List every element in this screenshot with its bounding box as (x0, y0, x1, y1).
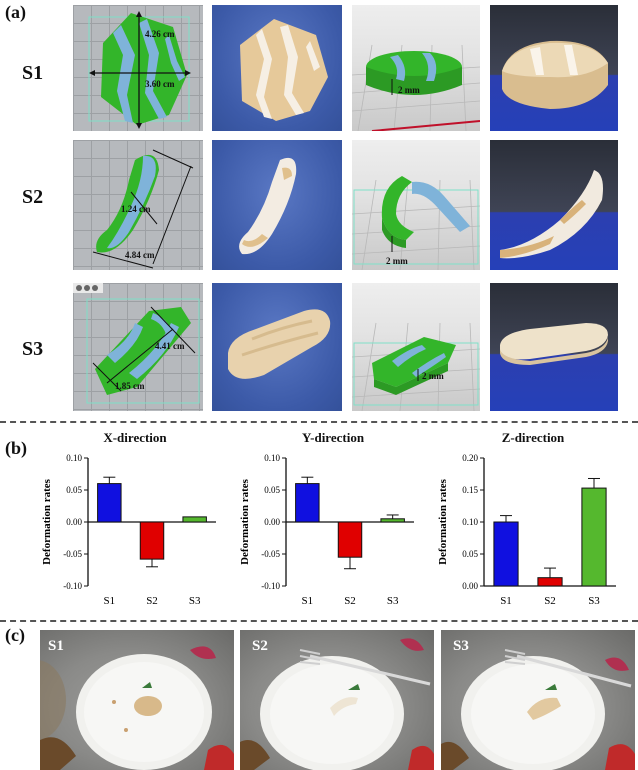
bar-s3 (182, 516, 207, 523)
chart-z-direction: Z-direction Deformation rates 0.20 0.15 0.1… (436, 430, 630, 615)
bar-s2 (139, 521, 165, 560)
s1-printed-top-photo (212, 5, 342, 131)
bar-s2 (537, 577, 563, 587)
s3-model-side-view: 2 mm (352, 283, 480, 411)
s1-printed-side-photo (490, 5, 618, 131)
photo-label-s1: S1 (48, 638, 64, 654)
s1-height-label: 4.26 cm (145, 29, 175, 39)
y-tick-label: 0.10 (264, 453, 280, 463)
y-tick-label: -0.05 (63, 549, 82, 559)
divider-a-b (0, 421, 638, 423)
s3-length-label: 4.41 cm (155, 341, 185, 351)
s1-width-label: 3.60 cm (145, 79, 175, 89)
s2-model-top-view: 1.24 cm 4.84 cm (73, 140, 203, 270)
y-tick-label: 0.00 (66, 517, 82, 527)
y-tick-label: 0.05 (462, 549, 478, 559)
x-tick-label: S3 (189, 595, 201, 607)
chart-y-direction: Y-direction Deformation rates 0.10 0.05 0.0… (238, 430, 428, 615)
panel-b-label: (b) (5, 438, 27, 458)
bar-s1 (493, 521, 519, 587)
y-tick-label: -0.05 (261, 549, 280, 559)
s2-model-side-view: 2 mm (352, 140, 480, 270)
s3-printed-side-photo (490, 283, 618, 411)
y-tick-label: 0.10 (462, 517, 478, 527)
y-tick-label: 0.05 (264, 485, 280, 495)
s2-thickness-label: 2 mm (386, 256, 408, 266)
x-tick-label: S1 (500, 595, 512, 607)
y-tick-label: 0.00 (462, 581, 478, 591)
s2-printed-side-photo (490, 140, 618, 270)
chart-x-direction: X-direction Deformation rates 0.10 0.05 0.0… (40, 430, 230, 615)
bar-s3 (380, 518, 405, 523)
s3-model-top-view: 4.41 cm 1.85 cm (73, 283, 203, 411)
chart-title: Y-direction (301, 430, 365, 445)
y-tick-label: 0.00 (264, 517, 280, 527)
y-tick-label: -0.10 (261, 581, 280, 591)
panel-a-label: (a) (5, 2, 26, 22)
x-tick-label: S3 (387, 595, 399, 607)
s2-plate-photo: S2 (240, 630, 434, 770)
bar-s1 (97, 483, 122, 523)
x-tick-label: S3 (588, 595, 600, 607)
chart-title: X-direction (103, 430, 167, 445)
photo-label-s3: S3 (453, 638, 469, 654)
x-tick-label: S2 (344, 595, 356, 607)
y-tick-label: 0.20 (462, 453, 478, 463)
s1-model-top-view: 4.26 cm 3.60 cm (73, 5, 203, 131)
chart-title: Z-direction (501, 430, 565, 445)
s2-length-label: 4.84 cm (125, 250, 155, 260)
bar-s1 (295, 483, 320, 523)
y-axis-label: Deformation rates (41, 478, 53, 565)
photo-label-s2: S2 (252, 638, 268, 654)
s3-thickness-label: 2 mm (422, 371, 444, 381)
x-tick-label: S1 (104, 595, 116, 607)
y-tick-label: 0.05 (66, 485, 82, 495)
row-label-s3: S3 (22, 338, 44, 360)
panel-c-label: (c) (5, 625, 25, 645)
divider-b-c (0, 620, 638, 622)
y-tick-label: -0.10 (63, 581, 82, 591)
row-label-s1: S1 (22, 62, 44, 84)
s2-width-label: 1.24 cm (121, 204, 151, 214)
s1-plate-photo: S1 (40, 630, 234, 770)
x-tick-label: S1 (302, 595, 314, 607)
x-tick-label: S2 (146, 595, 158, 607)
bar-s3 (581, 487, 607, 587)
y-tick-label: 0.15 (462, 485, 478, 495)
row-label-s2: S2 (22, 186, 44, 208)
bar-s2 (337, 521, 363, 558)
y-axis-label: Deformation rates (239, 478, 251, 565)
s3-plate-photo: S3 (441, 630, 635, 770)
x-tick-label: S2 (544, 595, 556, 607)
y-axis-label: Deformation rates (437, 478, 449, 565)
s1-model-side-view: 2 mm (352, 5, 480, 131)
s1-thickness-label: 2 mm (398, 85, 420, 95)
y-tick-label: 0.10 (66, 453, 82, 463)
s3-width-label: 1.85 cm (115, 381, 145, 391)
s3-printed-top-photo (212, 283, 342, 411)
s2-printed-top-photo (212, 140, 342, 270)
